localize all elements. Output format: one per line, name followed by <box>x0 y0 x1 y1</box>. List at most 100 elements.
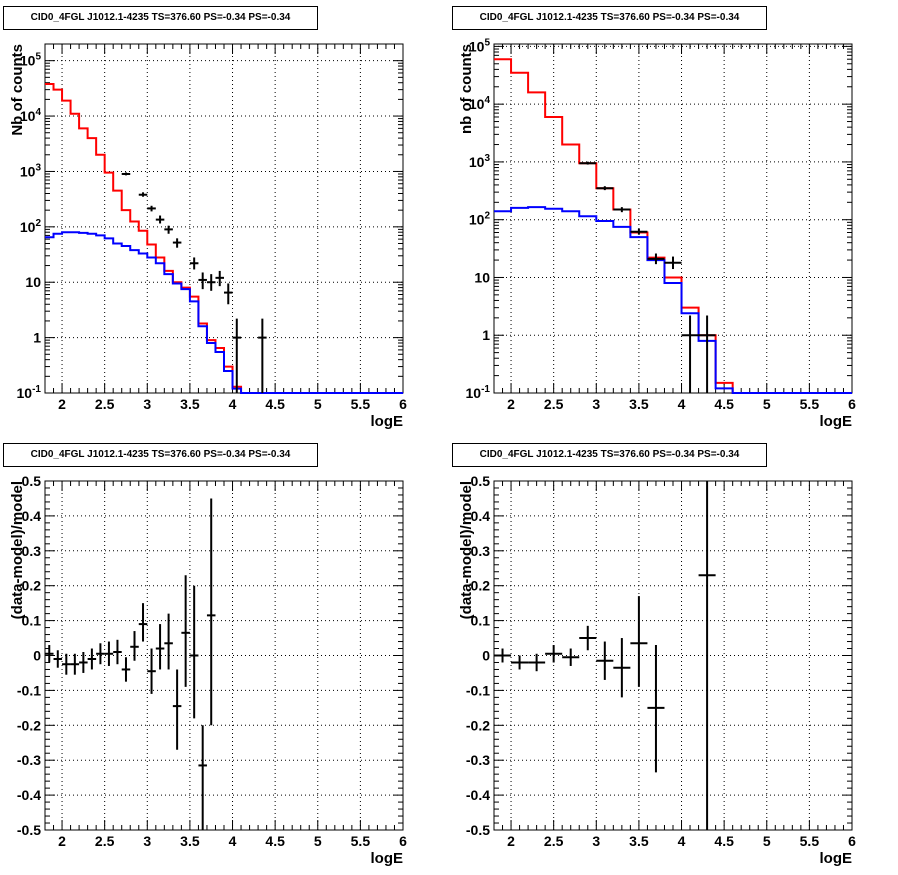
y-tick-label: 105 <box>20 52 42 69</box>
y-tick-label: 1 <box>482 327 490 343</box>
y-tick-label: 10-1 <box>17 384 42 401</box>
x-tick-label: 4.5 <box>714 396 734 412</box>
data-point <box>215 270 224 287</box>
x-tick-label: 4 <box>229 833 237 849</box>
plot-title: CID0_4FGL J1012.1-4235 TS=376.60 PS=-0.3… <box>452 443 767 467</box>
x-tick-label: 5.5 <box>800 833 820 849</box>
y-tick-label: 0.1 <box>22 613 42 629</box>
x-tick-label: 3.5 <box>629 396 649 412</box>
data-point <box>224 283 233 305</box>
data-point <box>528 653 546 672</box>
data-point <box>70 653 80 675</box>
data-point <box>45 645 54 663</box>
data-point <box>172 238 182 248</box>
x-tick-label: 3 <box>592 396 600 412</box>
x-tick-label: 5.5 <box>800 396 820 412</box>
source-model-histogram <box>494 206 852 394</box>
data-point <box>155 215 165 224</box>
data-point <box>511 655 529 670</box>
data-point <box>664 256 682 270</box>
y-tick-label: -0.5 <box>17 822 41 838</box>
plot-data <box>494 481 716 830</box>
x-tick-label: 5 <box>763 396 771 412</box>
plot-data <box>45 82 403 394</box>
residual-panel-left: 2 2.5 3 3.5 4 4.5 5 5.5 6 logE -0.5 -0.4 -0.3 -0.2 -0.… <box>0 437 449 875</box>
data-point <box>198 272 207 290</box>
x-tick-label: 3.5 <box>180 833 200 849</box>
counts-panel-left: 2 2.5 3 3.5 4 4.5 5 5.5 6 logE 10-1 1 10 102 103 104 105… <box>0 0 449 437</box>
data-point <box>630 596 648 687</box>
data-point <box>104 641 114 666</box>
x-tick-label: 2.5 <box>544 833 564 849</box>
x-tick-label: 5 <box>314 833 322 849</box>
y-tick-label: 0.5 <box>22 473 42 489</box>
data-point <box>138 603 148 642</box>
y-tick-label: 104 <box>20 107 42 124</box>
x-tick-label: 3.5 <box>629 833 649 849</box>
data-point <box>698 315 716 393</box>
y-tick-label: 0.3 <box>471 543 491 559</box>
x-tick-label: 5 <box>314 396 322 412</box>
plot-frame <box>493 43 853 394</box>
y-tick-label: -0.1 <box>466 682 490 698</box>
data-point <box>596 186 614 191</box>
data-point <box>206 274 216 291</box>
y-tick-label: 104 <box>469 95 491 112</box>
data-point <box>198 725 207 830</box>
y-tick-label: 103 <box>20 162 42 179</box>
data-point <box>155 624 165 670</box>
data-point <box>189 257 199 270</box>
data-point <box>147 648 156 694</box>
x-tick-label: 2 <box>58 396 66 412</box>
y-tick-label: 105 <box>469 37 491 54</box>
y-tick-label: -0.3 <box>466 752 490 768</box>
y-tick-label: 0.3 <box>22 543 42 559</box>
y-tick-label: 0.5 <box>471 473 491 489</box>
x-tick-label: 2.5 <box>95 396 115 412</box>
y-tick-label: 10 <box>25 274 41 290</box>
y-tick-label: 0 <box>33 648 41 664</box>
data-point <box>545 645 563 663</box>
data-point <box>164 613 173 670</box>
x-tick-label: 3 <box>143 396 151 412</box>
y-tick-label: 102 <box>469 211 491 228</box>
data-point <box>113 639 122 665</box>
x-tick-label: 4 <box>229 396 237 412</box>
data-point <box>130 631 139 661</box>
data-point <box>164 225 173 234</box>
x-tick-label: 2 <box>507 833 515 849</box>
plot-data <box>494 58 852 394</box>
data-point <box>681 315 699 393</box>
x-axis-label: logE <box>371 413 404 430</box>
data-point <box>596 641 614 680</box>
x-tick-label: 6 <box>848 396 856 412</box>
x-tick-label: 4.5 <box>265 396 285 412</box>
x-tick-label: 2 <box>58 833 66 849</box>
data-point <box>206 498 216 726</box>
y-tick-label: 0.4 <box>22 508 42 524</box>
y-tick-label: -0.5 <box>466 822 490 838</box>
grid-lines <box>45 44 403 393</box>
data-point <box>172 669 182 750</box>
plot-title: CID0_4FGL J1012.1-4235 TS=376.60 PS=-0.3… <box>3 443 318 467</box>
grid-lines <box>494 481 852 830</box>
x-tick-label: 4 <box>678 396 686 412</box>
y-tick-label: -0.4 <box>17 787 41 803</box>
total-model-histogram <box>494 58 852 394</box>
data-point <box>121 172 131 176</box>
x-tick-label: 5.5 <box>351 833 371 849</box>
y-tick-label: 10 <box>474 269 490 285</box>
x-tick-label: 2 <box>507 396 515 412</box>
y-tick-label: 0.4 <box>471 508 491 524</box>
x-tick-label: 6 <box>399 833 407 849</box>
x-tick-label: 2.5 <box>95 833 115 849</box>
x-tick-label: 4 <box>678 833 686 849</box>
x-tick-label: 3.5 <box>180 396 200 412</box>
residual-panel-right: 2 2.5 3 3.5 4 4.5 5 5.5 6 logE -0.5 -0.4 -0.3 -0.2 -0.… <box>449 437 898 875</box>
data-point <box>138 192 148 197</box>
data-point <box>96 643 105 665</box>
